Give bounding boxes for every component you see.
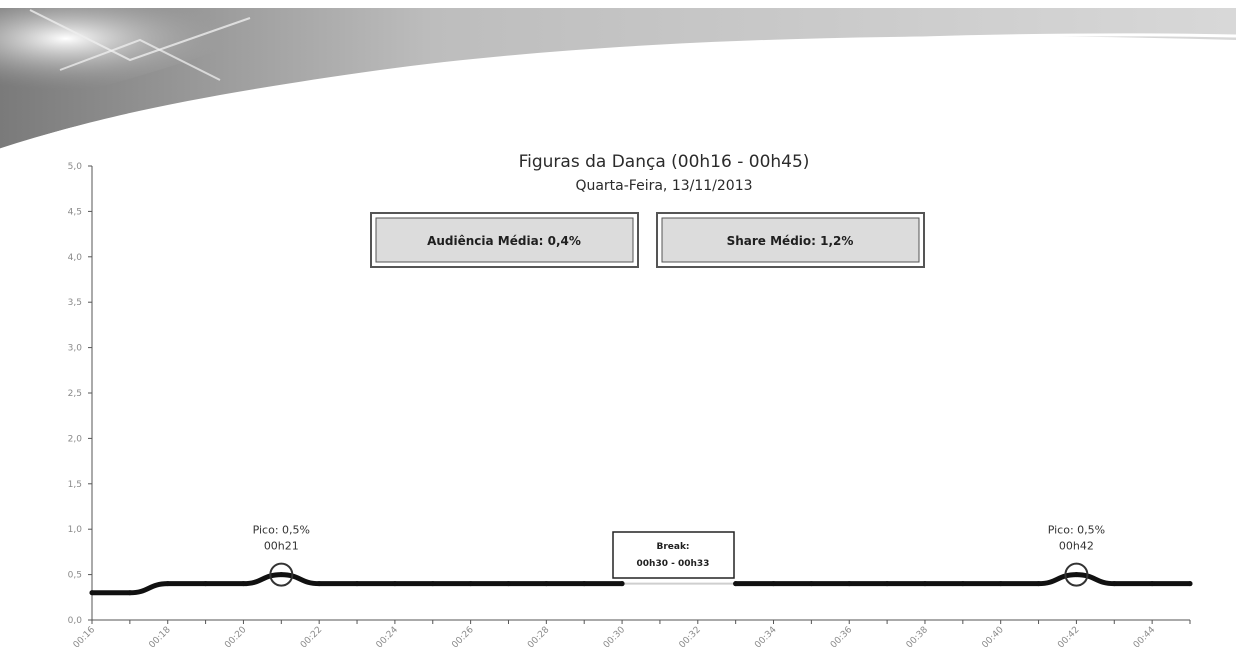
average-audience-label: Audiência Média: 0,4% — [427, 234, 581, 248]
audience-series — [89, 572, 1193, 596]
x-tick-label: 00:16 — [72, 625, 98, 651]
x-tick-label: 00:22 — [299, 625, 324, 650]
x-tick-label: 00:44 — [1132, 625, 1158, 651]
y-tick-label: 0,5 — [68, 571, 82, 581]
y-tick-label: 2,5 — [68, 389, 82, 399]
x-tick-label: 00:18 — [147, 625, 173, 651]
x-tick-label: 00:28 — [526, 625, 552, 651]
y-tick-label: 1,5 — [68, 480, 82, 490]
data-point — [1073, 572, 1079, 578]
peak-value-label: Pico: 0,5% — [253, 524, 310, 537]
y-tick-label: 2,0 — [68, 434, 83, 444]
x-tick-label: 00:38 — [905, 625, 931, 651]
average-audience-box: Audiência Média: 0,4% — [370, 212, 639, 268]
y-tick-label: 0,0 — [68, 616, 83, 626]
data-point — [468, 581, 474, 587]
x-tick-label: 00:26 — [450, 625, 476, 651]
y-tick-label: 4,5 — [68, 207, 82, 217]
data-point — [733, 581, 739, 587]
header-banner-graphic — [0, 8, 1236, 152]
y-tick-label: 3,0 — [68, 344, 83, 354]
x-tick-label: 00:32 — [678, 625, 703, 650]
data-point — [543, 581, 549, 587]
y-tick-label: 5,0 — [68, 162, 83, 172]
data-point — [165, 581, 171, 587]
data-point — [1111, 581, 1117, 587]
data-point — [1149, 581, 1155, 587]
x-tick-label: 00:36 — [829, 625, 855, 651]
data-point — [846, 581, 852, 587]
data-point — [89, 590, 95, 596]
data-point — [581, 581, 587, 587]
data-point — [771, 581, 777, 587]
data-point — [316, 581, 322, 587]
peak-value-label: Pico: 0,5% — [1048, 524, 1105, 537]
y-tick-label: 1,0 — [68, 525, 83, 535]
data-point — [354, 581, 360, 587]
data-point — [884, 581, 890, 587]
peak-time-label: 00h21 — [264, 540, 299, 553]
chart-title: Figuras da Dança (00h16 - 00h45) — [519, 152, 810, 172]
data-point — [505, 581, 511, 587]
y-axis-ticks: 0,0 0,5 1,0 1,5 2,0 2,5 3,0 3,5 4,0 4,5 5,0 — [68, 162, 92, 626]
data-point — [203, 581, 209, 587]
y-tick-label: 4,0 — [68, 253, 83, 263]
chart-subtitle: Quarta-Feira, 13/11/2013 — [575, 178, 752, 194]
average-share-label: Share Médio: 1,2% — [727, 234, 854, 248]
data-point — [392, 581, 398, 587]
y-tick-label: 3,5 — [68, 298, 82, 308]
data-point — [430, 581, 436, 587]
data-point — [1187, 581, 1193, 587]
x-tick-label: 00:34 — [753, 625, 779, 651]
x-tick-label: 00:24 — [375, 625, 401, 651]
break-title: Break: — [656, 542, 689, 552]
data-point — [619, 581, 625, 587]
data-point — [240, 581, 246, 587]
peak-time-label: 00h42 — [1059, 540, 1094, 553]
data-point — [998, 581, 1004, 587]
x-tick-label: 00:20 — [223, 625, 249, 651]
data-point — [278, 572, 284, 578]
break-range: 00h30 - 00h33 — [637, 559, 710, 569]
peak-marker — [269, 562, 294, 587]
peak-annotations: Pico: 0,5% 00h21 Pico: 0,5% 00h42 — [253, 524, 1105, 587]
data-point — [922, 581, 928, 587]
x-tick-label: 00:30 — [602, 625, 628, 651]
break-annotation: Break: 00h30 - 00h33 — [612, 531, 735, 579]
x-tick-label: 00:40 — [980, 625, 1006, 651]
data-point — [127, 590, 133, 596]
x-axis-ticks: 00:16 00:18 00:20 00:22 00:24 00:26 00:28 00:30… — [72, 620, 1191, 651]
x-tick-label: 00:42 — [1056, 625, 1081, 650]
data-point — [1036, 581, 1042, 587]
data-point — [960, 581, 966, 587]
average-share-box: Share Médio: 1,2% — [656, 212, 925, 268]
data-point — [808, 581, 814, 587]
peak-marker — [1064, 562, 1089, 587]
